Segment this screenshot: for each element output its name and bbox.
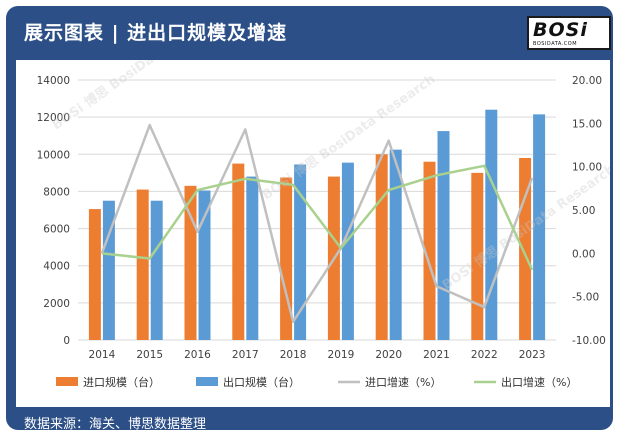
x-tick-label: 2017: [232, 349, 259, 361]
export-bar: [485, 109, 498, 340]
export-bar: [294, 164, 307, 340]
combo-chart: 0 2000 4000 6000 8000 10000 12000 14000 -10.00 -5…: [37, 1, 619, 389]
x-tick-label: 2023: [519, 349, 546, 361]
logo-text: BOSi: [533, 19, 588, 41]
plot-area: 0 2000 4000 6000 8000 10000 12000 14000 -10.00 -5…: [16, 1, 619, 407]
bosi-logo: BOSi BOSIDATA.COM: [527, 16, 611, 50]
y-right-tick-label: -5.00: [572, 292, 599, 304]
export-bar: [246, 176, 259, 340]
x-tick-label: 2014: [89, 349, 116, 361]
header: 展示图表 | 进出口规模及增速 BOSi BOSIDATA.COM: [6, 6, 613, 56]
y-left-tick-label: 10000: [37, 149, 70, 161]
y-right-tick-label: 10.00: [572, 162, 602, 174]
y-right-tick-label: -10.00: [572, 335, 606, 347]
x-tick-label: 2018: [280, 349, 307, 361]
y-left-tick-label: 2000: [43, 298, 70, 310]
y-left-tick-label: 4000: [43, 261, 70, 273]
export-bar: [437, 131, 450, 340]
import-bar: [471, 172, 484, 340]
y-right-tick-label: 5.00: [572, 205, 595, 217]
chart-card: 展示图表 | 进出口规模及增速 BOSi BOSIDATA.COM 0 2000 4…: [6, 1, 619, 432]
legend-label: 出口规模（台）: [223, 375, 300, 389]
import-bar: [280, 177, 293, 340]
import-bar: [136, 189, 149, 340]
export-bar: [102, 200, 115, 340]
import-bar: [375, 154, 388, 340]
watermark: BOSi 博思 BosiData Research: [49, 60, 228, 133]
x-tick-label: 2019: [328, 349, 355, 361]
x-tick-label: 2020: [375, 349, 402, 361]
legend-label: 进口增速（%）: [365, 375, 441, 389]
legend-label: 进口规模（台）: [83, 375, 160, 389]
export-bar: [198, 190, 211, 340]
data-source: 数据来源：海关、博思数据整理: [24, 417, 207, 432]
export-bar: [389, 149, 402, 340]
legend-label: 出口增速（%）: [501, 375, 577, 389]
y-right-tick-label: 15.00: [572, 118, 602, 130]
logo-subtext: BOSIDATA.COM: [533, 41, 578, 47]
export-bar: [533, 114, 546, 340]
y-left-tick-label: 12000: [37, 112, 70, 124]
export-bar: [341, 162, 354, 340]
y-right-tick-label: 20.00: [572, 75, 602, 87]
import-bar: [423, 161, 436, 340]
import-growth-line: [100, 123, 534, 324]
x-tick-label: 2022: [471, 349, 498, 361]
y-left-tick-label: 8000: [43, 186, 70, 198]
y-left-tick-label: 14000: [37, 75, 70, 87]
y-left-tick-label: 0: [63, 335, 70, 347]
import-bar: [88, 209, 101, 340]
x-tick-label: 2015: [136, 349, 163, 361]
legend-swatch: [56, 377, 78, 386]
page-title: 展示图表 | 进出口规模及增速: [24, 22, 288, 44]
export-bar: [150, 200, 163, 340]
legend-swatch: [196, 377, 218, 386]
y-right-tick-label: 0.00: [572, 248, 595, 260]
export-growth-line: [101, 164, 534, 271]
x-tick-label: 2021: [423, 349, 450, 361]
x-tick-label: 2016: [184, 349, 211, 361]
import-bar: [232, 163, 245, 340]
y-left-tick-label: 6000: [43, 224, 70, 236]
